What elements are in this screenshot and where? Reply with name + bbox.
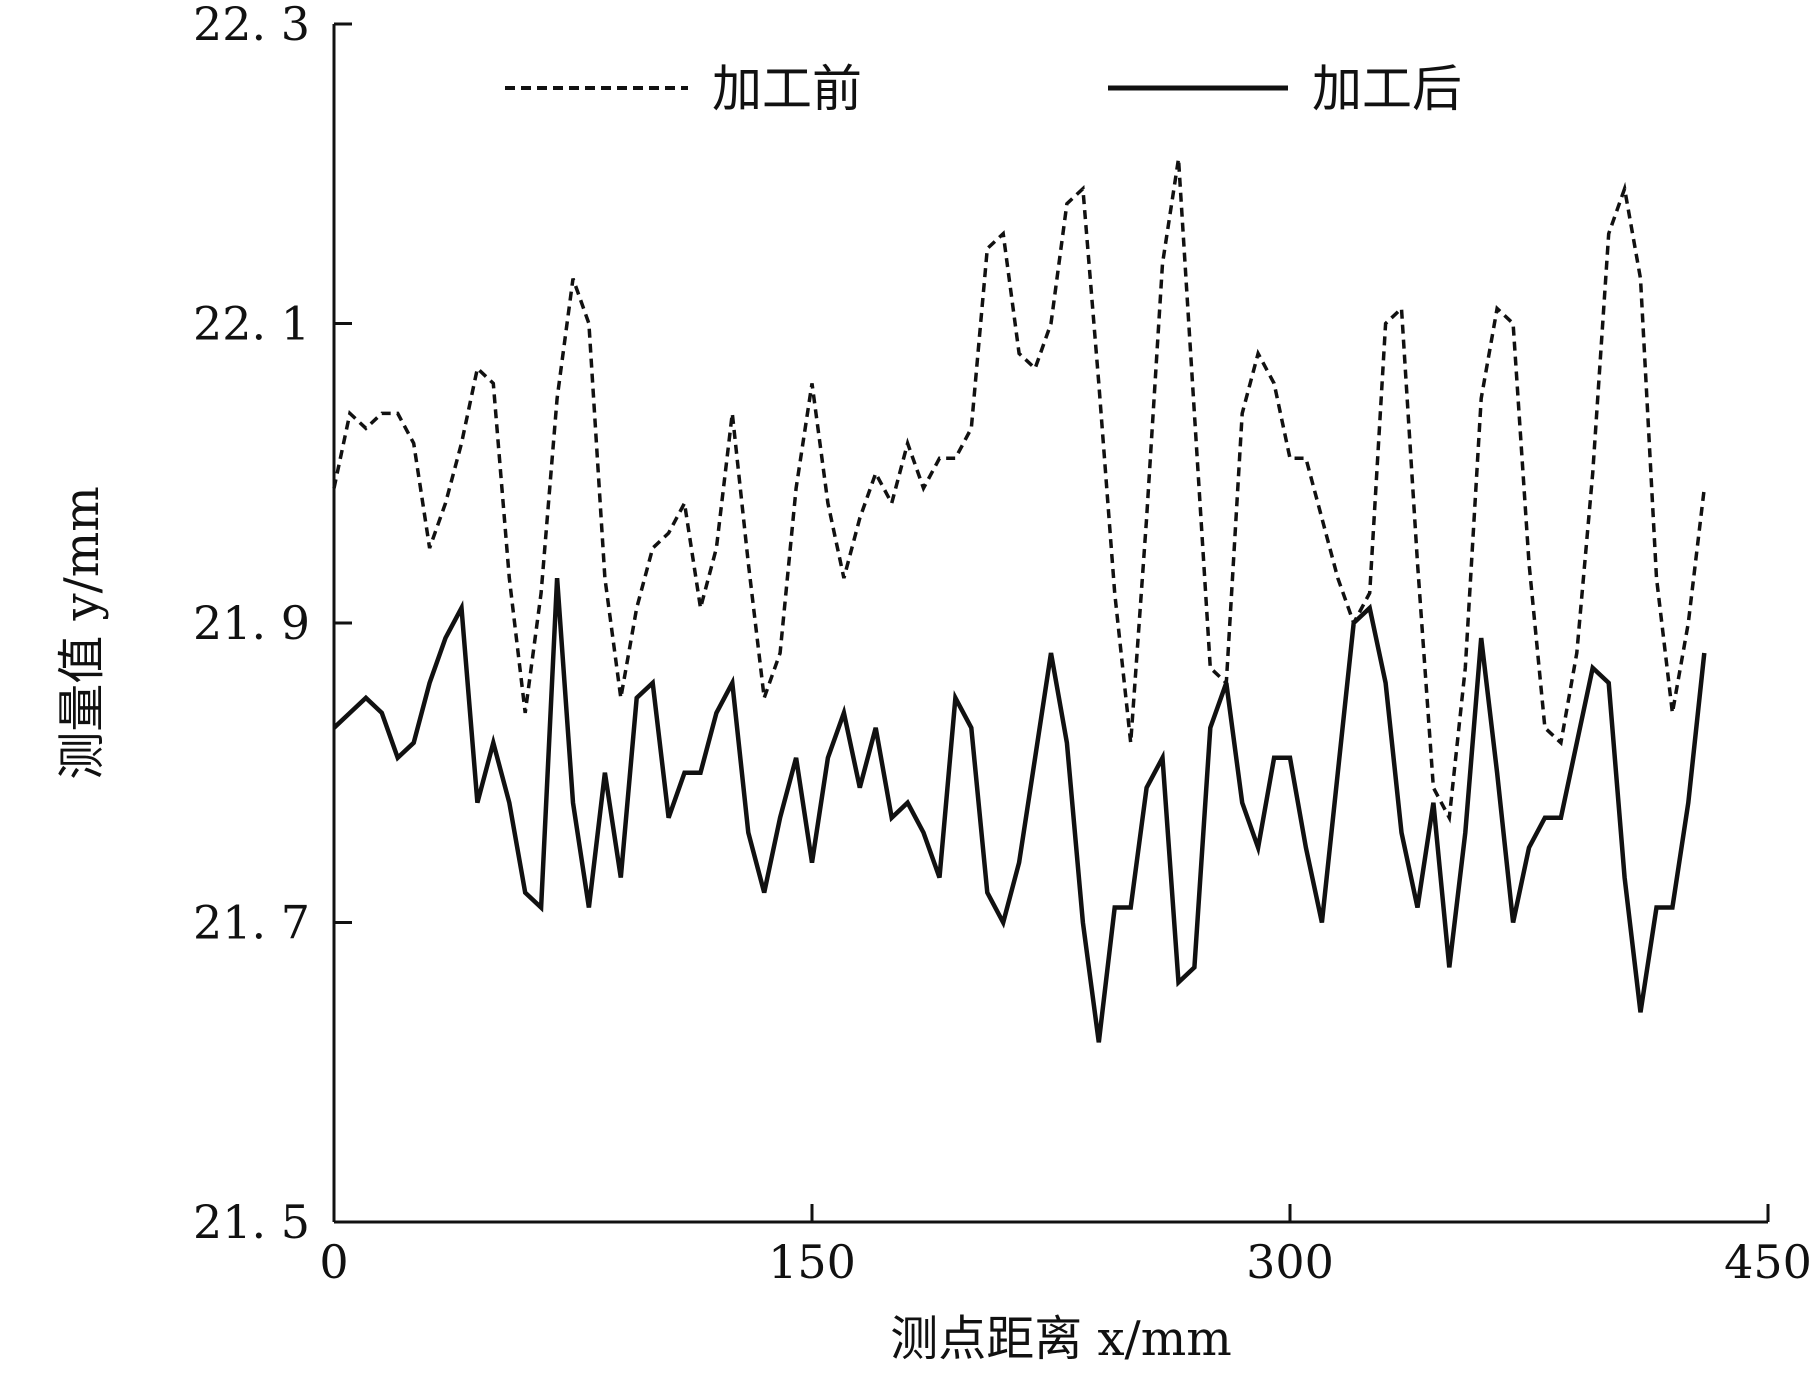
y-tick-label: 21. 5 xyxy=(193,1195,310,1249)
y-tick-label: 21. 9 xyxy=(193,596,310,650)
y-tick-label: 22. 1 xyxy=(193,297,310,351)
x-tick-label: 450 xyxy=(1724,1235,1812,1289)
legend-label-before: 加工前 xyxy=(712,60,862,118)
y-ticks: 21. 5 21. 7 21. 9 22. 1 22. 3 xyxy=(193,0,352,1249)
series-layer xyxy=(332,158,1707,1043)
y-tick-label: 21. 7 xyxy=(193,896,310,950)
y-tick-label: 22. 3 xyxy=(193,0,310,51)
series-line-after xyxy=(332,577,1707,1043)
x-axis-label: 测点距离 x/mm xyxy=(890,1311,1232,1367)
x-tick-label: 300 xyxy=(1246,1235,1334,1289)
x-tick-label: 0 xyxy=(319,1235,348,1289)
x-tick-label: 150 xyxy=(768,1235,856,1289)
x-ticks: 0 150 300 450 xyxy=(319,1204,1812,1289)
axes xyxy=(332,24,1768,1224)
y-axis-label: 测量值 y/mm xyxy=(54,486,110,780)
legend-label-after: 加工后 xyxy=(1312,60,1462,118)
legend: 加工前 加工后 xyxy=(505,60,1462,118)
series-line-before xyxy=(332,158,1707,824)
